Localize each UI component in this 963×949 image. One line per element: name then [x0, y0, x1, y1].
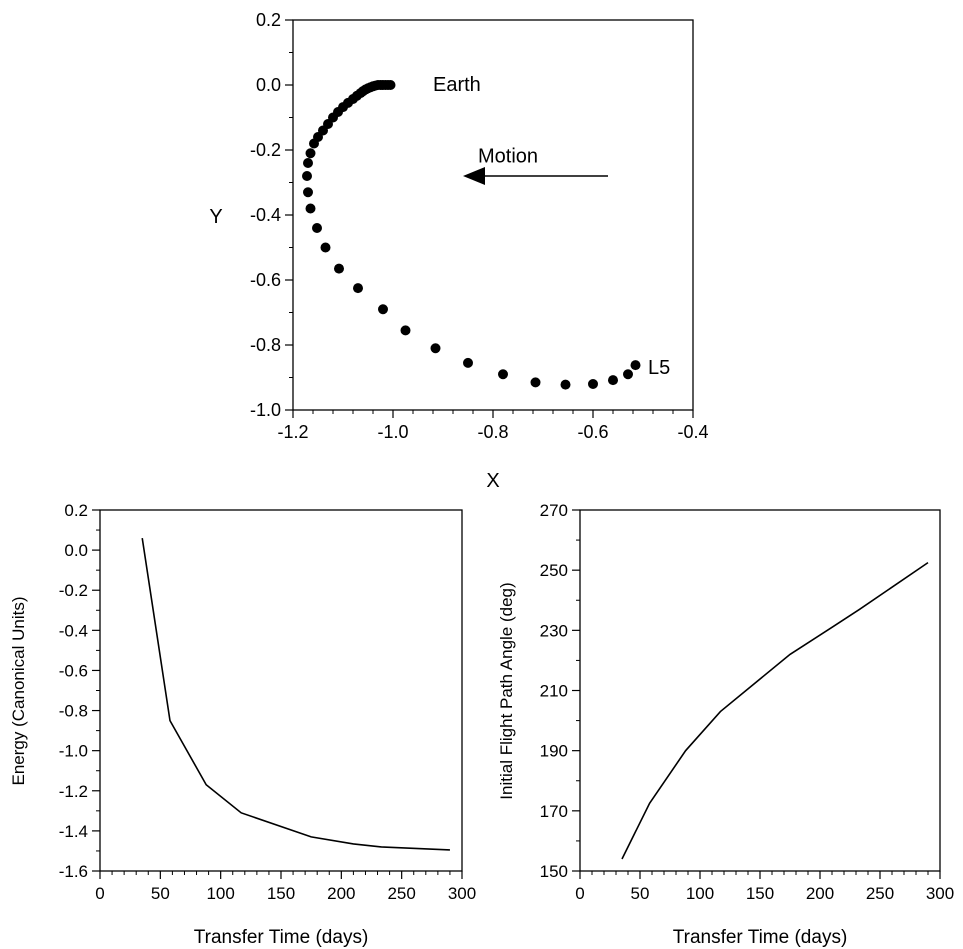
y-tick-label: 170 — [540, 802, 568, 821]
data-point — [498, 369, 508, 380]
data-point — [303, 187, 313, 198]
annotation-motion: Motion — [478, 146, 538, 168]
data-point — [430, 343, 441, 354]
x-tick-label: 300 — [926, 884, 954, 903]
data-point — [334, 263, 344, 274]
data-point — [378, 304, 388, 315]
data-point — [303, 158, 313, 168]
y-tick-label: 150 — [540, 862, 568, 881]
y-tick-label: 0.2 — [256, 10, 281, 30]
x-tick-label: -0.6 — [577, 422, 608, 442]
y-tick-label: 0.2 — [64, 501, 88, 520]
y-tick-label: -1.0 — [250, 400, 281, 420]
x-tick-label: 300 — [448, 884, 476, 903]
y-tick-label: -0.8 — [250, 335, 281, 355]
data-point — [608, 375, 618, 386]
x-tick-label: 250 — [387, 884, 415, 903]
x-axis-label: Transfer Time (days) — [673, 927, 848, 948]
y-tick-label: 230 — [540, 621, 568, 640]
data-point — [305, 148, 316, 159]
annotation-earth: Earth — [433, 74, 481, 96]
y-tick-label: -0.2 — [250, 140, 281, 160]
data-point — [305, 203, 316, 214]
y-axis-label: Energy (Canonical Units) — [9, 597, 28, 786]
annotation-l5: L5 — [648, 357, 670, 379]
y-tick-label: -1.6 — [59, 862, 88, 881]
y-axis-label: Initial Flight Path Angle (deg) — [497, 582, 516, 799]
y-tick-label: -0.4 — [59, 621, 88, 640]
x-tick-label: 150 — [267, 884, 295, 903]
x-tick-label: 50 — [631, 884, 650, 903]
data-point — [309, 138, 319, 149]
y-tick-label: 190 — [540, 742, 568, 761]
x-tick-label: 100 — [686, 884, 714, 903]
x-tick-label: -1.0 — [377, 422, 408, 442]
x-tick-label: 250 — [866, 884, 894, 903]
y-tick-label: -0.6 — [59, 661, 88, 680]
x-axis-label: Transfer Time (days) — [194, 927, 369, 948]
y-tick-label: 250 — [540, 561, 568, 580]
y-tick-label: 0.0 — [256, 75, 281, 95]
y-tick-label: 210 — [540, 682, 568, 701]
x-tick-label: 0 — [95, 884, 104, 903]
y-tick-label: -1.2 — [59, 782, 88, 801]
motion-arrow-head — [463, 167, 485, 185]
plot-frame — [579, 509, 941, 872]
data-point — [623, 369, 633, 380]
y-tick-label: -1.4 — [59, 822, 88, 841]
y-tick-label: -0.8 — [59, 702, 88, 721]
y-tick-label: -0.4 — [250, 205, 281, 225]
data-point — [302, 171, 312, 181]
x-tick-label: -1.2 — [277, 422, 308, 442]
flight-path-angle-chart: 0 50 100 150 200 250 300 150 170 190 210 230 250 270 T… — [497, 501, 954, 948]
x-tick-label: 50 — [151, 884, 170, 903]
y-tick-label: -0.2 — [59, 581, 88, 600]
energy-chart: 0 50 100 150 200 250 300 -1.6 -1.4 -1.2 -1.0 -0.8 -0… — [9, 501, 476, 948]
plot-frame — [99, 509, 463, 872]
data-point — [560, 379, 571, 390]
y-tick-label: -1.0 — [59, 742, 88, 761]
x-tick-label: -0.8 — [477, 422, 508, 442]
data-point — [630, 360, 641, 371]
data-point — [588, 379, 598, 389]
data-point — [400, 325, 411, 336]
y-tick-label: 270 — [540, 501, 568, 520]
y-tick-label: -0.6 — [250, 270, 281, 290]
x-tick-label: 0 — [575, 884, 584, 903]
data-point — [320, 242, 331, 253]
series-line — [141, 537, 450, 851]
data-point — [530, 377, 541, 388]
x-tick-label: 100 — [206, 884, 234, 903]
data-point — [463, 357, 473, 368]
trajectory-chart: -1.2 -1.0 -0.8 -0.6 -0.4-1.0-0.8-0.6-0.4-0.2… — [209, 10, 708, 492]
x-tick-label: 200 — [806, 884, 834, 903]
data-point — [353, 283, 363, 294]
y-axis-label: Y — [209, 206, 222, 228]
x-tick-label: 200 — [327, 884, 355, 903]
x-tick-label: -0.4 — [677, 422, 708, 442]
x-axis-label: X — [486, 470, 499, 492]
x-tick-label: 150 — [746, 884, 774, 903]
series-line — [621, 561, 929, 860]
y-tick-label: 0.0 — [64, 541, 88, 560]
plot-frame — [292, 19, 694, 411]
data-point — [312, 223, 322, 233]
